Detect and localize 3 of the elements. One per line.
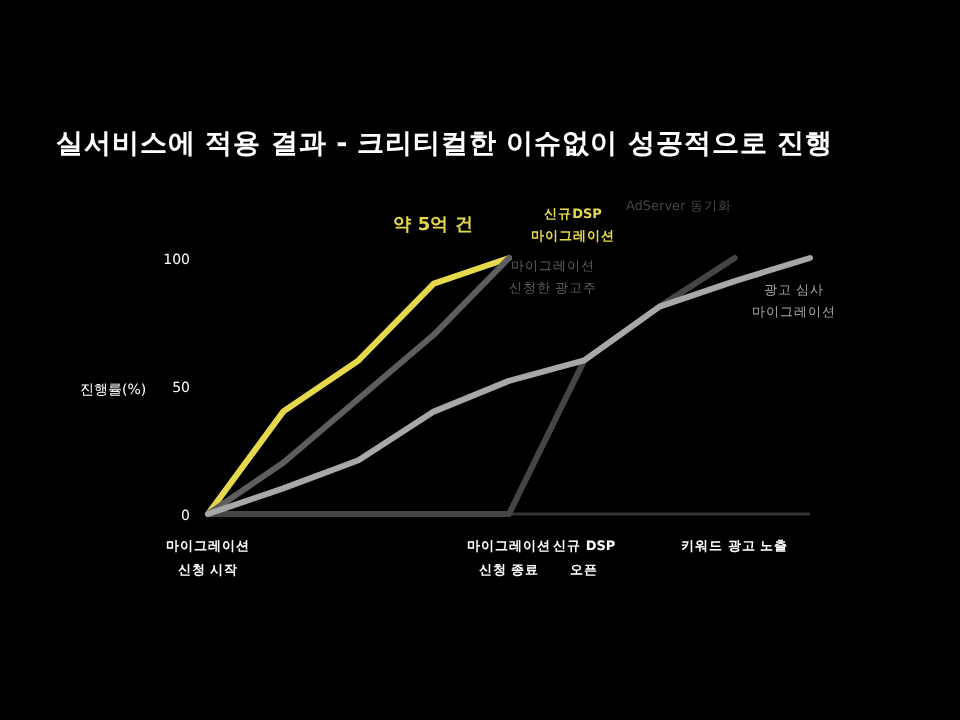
line-series [205,255,512,517]
chart-title: 실서비스에 적용 결과 - 크리티컬한 이슈없이 성공적으로 진행 [56,128,834,160]
annotation: 약 5억 건 [393,216,473,236]
